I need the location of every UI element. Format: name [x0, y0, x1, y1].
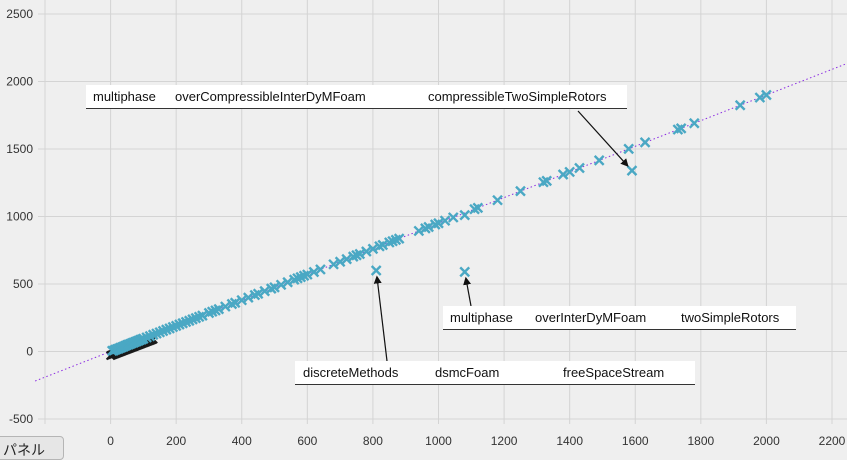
data-point [688, 117, 700, 129]
annotation-0-label-3: compressibleTwoSimpleRotors [428, 89, 607, 104]
annotation-0-label-1: multiphase [93, 89, 156, 104]
data-point [242, 292, 254, 303]
data-point [259, 285, 271, 297]
data-point [341, 253, 353, 265]
annotation-1-label-1: multiphase [450, 310, 513, 325]
y-tick-label: -500 [9, 412, 33, 426]
y-tick-label: 2500 [6, 7, 33, 21]
data-point [236, 294, 248, 306]
data-point [334, 256, 346, 268]
annotation-arrow [577, 110, 629, 167]
data-point [252, 288, 264, 300]
annotation-arrow [373, 275, 388, 362]
x-tick-label: 0 [107, 434, 114, 448]
annotation-2-label-1: discreteMethods [303, 365, 399, 380]
y-tick-label: 500 [13, 277, 33, 291]
data-point [423, 221, 435, 233]
data-point [557, 169, 569, 180]
annotation-label-compressibleTwoSimpleRotors: multiphase overCompressibleInterDyMFoam … [86, 85, 627, 109]
data-point [492, 194, 503, 206]
data-point [541, 175, 553, 187]
annotation-arrow [463, 276, 472, 307]
data-point [447, 212, 459, 223]
data-point [623, 143, 635, 155]
data-points [106, 89, 772, 357]
data-point [377, 239, 389, 251]
data-point [370, 265, 382, 276]
x-tick-label: 1200 [491, 434, 518, 448]
data-point [269, 282, 280, 293]
annotation-1-label-2: overInterDyMFoam [535, 310, 647, 325]
x-tick-label: 1400 [556, 434, 583, 448]
data-point [459, 266, 471, 278]
data-point [472, 202, 484, 214]
data-point [197, 310, 208, 321]
data-point [229, 297, 241, 309]
data-point [593, 154, 605, 166]
x-tick-label: 2000 [753, 434, 780, 448]
data-point [413, 225, 425, 237]
data-point [367, 243, 379, 255]
annotation-arrows [373, 110, 629, 362]
data-point [308, 266, 320, 278]
data-point [574, 162, 585, 174]
data-point [761, 89, 772, 101]
annotation-label-freeSpaceStream: discreteMethods dsmcFoam freeSpaceStream [295, 361, 695, 385]
data-point [275, 279, 287, 291]
data-point [328, 258, 339, 270]
data-point [564, 166, 576, 178]
data-point [439, 215, 451, 227]
x-tick-label: 1800 [687, 434, 714, 448]
y-tick-label: 2000 [6, 75, 33, 89]
data-point [626, 165, 638, 176]
data-point [433, 217, 444, 229]
y-tick-label: 1000 [6, 210, 33, 224]
data-point [675, 122, 687, 134]
reference-diagonal-line [34, 62, 847, 382]
data-point [354, 248, 366, 260]
data-point [754, 92, 766, 103]
data-point [315, 264, 326, 275]
x-tick-label: 400 [232, 434, 252, 448]
data-point [301, 269, 313, 280]
data-point [393, 233, 405, 244]
x-tick-label: 2200 [819, 434, 846, 448]
x-tick-label: 800 [363, 434, 383, 448]
data-point [213, 303, 225, 315]
x-tick-label: 600 [297, 434, 317, 448]
data-point [515, 185, 526, 197]
x-tick-label: 200 [166, 434, 186, 448]
x-tick-label: 1000 [425, 434, 452, 448]
data-point [282, 276, 294, 288]
annotation-2-label-3: freeSpaceStream [563, 365, 665, 380]
annotation-2-label-2: dsmcFoam [435, 365, 500, 380]
chart-ticks: -200020040060080010001200140016001800200… [6, 7, 845, 448]
y-tick-label: 0 [26, 345, 33, 359]
y-tick-label: 1500 [6, 142, 33, 156]
annotation-label-twoSimpleRotors: multiphase overInterDyMFoam twoSimpleRot… [443, 306, 796, 330]
data-point [220, 301, 231, 312]
panel-tab[interactable]: パネル [0, 436, 64, 460]
data-point [361, 246, 372, 257]
annotation-1-label-3: twoSimpleRotors [681, 310, 780, 325]
data-point [639, 137, 651, 148]
x-tick-label: 1600 [622, 434, 649, 448]
data-point [734, 99, 746, 111]
data-point [459, 209, 471, 221]
annotation-0-label-2: overCompressibleInterDyMFoam [175, 89, 366, 104]
